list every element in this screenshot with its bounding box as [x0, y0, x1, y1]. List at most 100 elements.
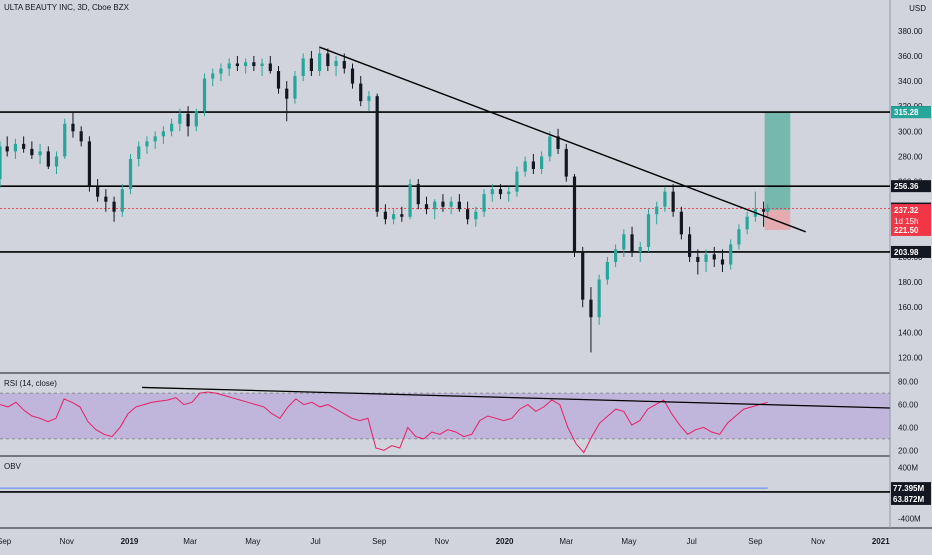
candle-body	[79, 131, 83, 142]
rsi-tick-label: 80.00	[898, 378, 919, 387]
candle-body	[572, 176, 577, 252]
trendline[interactable]	[319, 46, 806, 233]
x-tick-label: Sep	[0, 537, 12, 546]
candle-body	[194, 111, 198, 127]
candle-body	[38, 151, 42, 156]
y-tick-label: 340.00	[898, 77, 923, 86]
candle-body	[729, 244, 733, 265]
candle-body	[30, 148, 34, 156]
x-tick-label: Sep	[748, 537, 763, 546]
x-tick-label: Mar	[183, 537, 197, 546]
badge-countdown-bg	[891, 215, 931, 227]
candle-body	[638, 246, 642, 252]
rsi-label: RSI (14, close)	[4, 379, 57, 388]
y-tick-label: 360.00	[898, 52, 923, 61]
candle-body	[589, 299, 593, 318]
candle-body	[54, 156, 59, 167]
candle-body	[490, 189, 494, 195]
obv-label: OBV	[4, 462, 21, 471]
candle-body	[244, 62, 248, 67]
candle-body	[318, 53, 322, 72]
rsi-trendline[interactable]	[141, 386, 891, 409]
candle-body	[655, 206, 659, 215]
candle-body	[367, 96, 371, 102]
candle-body	[202, 78, 207, 112]
rsi-tick-label: 60.00	[898, 401, 919, 410]
candle-body	[605, 261, 609, 280]
candle-body	[153, 136, 157, 142]
candle-body	[556, 136, 560, 149]
candle-body	[441, 201, 445, 207]
candle-body	[679, 211, 683, 235]
x-tick-label: Nov	[811, 537, 825, 546]
candle-body	[745, 216, 749, 230]
badge-203-bg	[891, 245, 931, 258]
candle-body	[211, 73, 215, 79]
y-tick-label: 120.00	[898, 353, 923, 362]
x-tick-label: Nov	[435, 537, 449, 546]
candle-body	[178, 113, 182, 124]
candle-body	[260, 63, 264, 67]
badge-entry: 237.32	[894, 206, 919, 215]
candle-body	[531, 161, 535, 170]
x-tick-label: Nov	[60, 537, 74, 546]
candle-body	[342, 60, 346, 69]
candle-body	[309, 58, 313, 72]
candle-body	[622, 234, 626, 250]
candle-body	[564, 148, 568, 177]
candle-body	[507, 191, 511, 195]
candle-body	[104, 196, 108, 202]
candle-body	[326, 53, 330, 67]
candle-body	[13, 143, 18, 152]
candle-body	[128, 158, 133, 190]
x-tick-label: May	[245, 537, 260, 546]
x-tick-label: Sep	[372, 537, 387, 546]
badge-256: 256.36	[894, 182, 919, 191]
candle-body	[186, 113, 190, 127]
candle-body	[383, 211, 387, 220]
candle-body	[687, 234, 692, 257]
obv-tick-label: -400M	[898, 514, 921, 523]
candle-body	[293, 76, 297, 99]
candle-body	[120, 189, 124, 212]
y-tick-label: 180.00	[898, 278, 923, 287]
candle-body	[424, 204, 429, 210]
rsi-band	[0, 393, 890, 439]
position-stop-zone[interactable]	[764, 210, 791, 230]
candle-body	[137, 146, 141, 159]
candle-body	[523, 161, 527, 172]
candle-body	[704, 254, 708, 262]
candle-body	[614, 249, 618, 262]
candle-body	[581, 251, 585, 300]
y-tick-label: 280.00	[898, 152, 923, 161]
candle-body	[227, 63, 231, 69]
badge-target: 315.28	[894, 108, 919, 117]
candle-body	[359, 83, 363, 102]
candle-body	[466, 209, 470, 220]
rsi-line	[0, 391, 768, 454]
candle-body	[515, 171, 519, 192]
x-tick-label: 2020	[496, 537, 514, 546]
rsi-tick-label: 20.00	[898, 446, 919, 455]
candle-body	[285, 88, 289, 99]
candle-body	[87, 141, 92, 187]
position-target-zone[interactable]	[764, 112, 791, 211]
x-tick-label: 2021	[872, 537, 890, 546]
candle-body	[433, 201, 437, 210]
candle-body	[696, 256, 700, 262]
candle-body	[219, 68, 223, 74]
badge-obv-1-bg	[891, 482, 931, 495]
candle-body	[671, 191, 675, 212]
x-tick-label: Jul	[310, 537, 320, 546]
badge-203: 203.98	[894, 248, 919, 257]
badge-obv-2: 63.872M	[893, 495, 924, 504]
x-tick-label: Jul	[687, 537, 697, 546]
candle-body	[268, 63, 272, 72]
x-tick-label: 2019	[121, 537, 139, 546]
badge-entry-bg	[891, 204, 931, 217]
candle-body	[663, 191, 667, 207]
candle-body	[375, 96, 379, 212]
candle-body	[46, 151, 50, 167]
